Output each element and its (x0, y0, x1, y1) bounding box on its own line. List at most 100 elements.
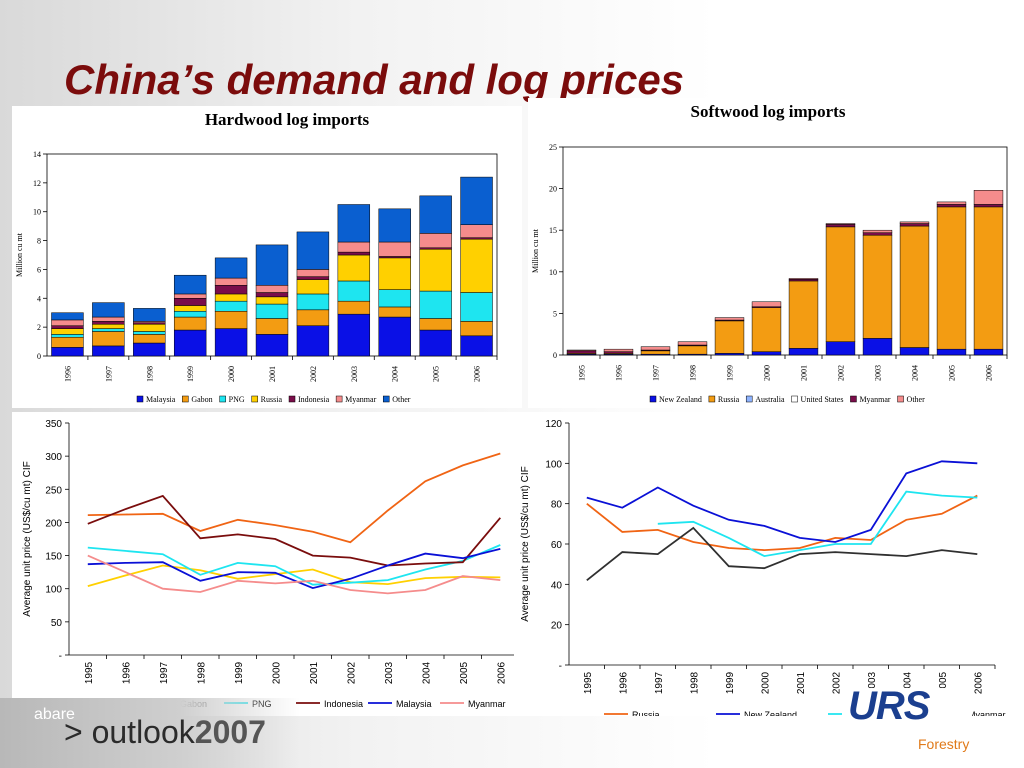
bar-other-2000 (214, 257, 248, 279)
x-tick-label: 1995 (583, 671, 594, 694)
legend-swatch-indonesia (288, 395, 296, 403)
x-tick-label: 2000 (760, 671, 771, 694)
legend-label-other: Other (907, 395, 926, 404)
bar-russia-2001 (255, 296, 289, 305)
x-tick-label: 2003 (384, 661, 395, 684)
bar-myanmar-2004 (378, 241, 411, 257)
bar-other-2004 (899, 221, 930, 224)
bar-other-2002 (825, 223, 856, 225)
legend-swatch-australia (745, 395, 753, 403)
bar-other-1998 (677, 341, 708, 346)
bar-indonesia-2000 (214, 285, 248, 295)
bar-gabon-2006 (460, 321, 493, 337)
legend-label-russia: Russia (718, 395, 740, 404)
bar-other-2006 (460, 176, 493, 225)
x-tick-label: 2005 (948, 365, 957, 381)
bar-other-1996 (603, 348, 634, 352)
y-tick-label: 300 (45, 452, 62, 463)
bar-indonesia-1996 (51, 325, 84, 329)
bar-malaysia-2000 (214, 328, 248, 357)
y-tick-label: 14 (33, 150, 41, 159)
bar-russia-2003 (862, 234, 893, 339)
legend-swatch-other (382, 395, 390, 403)
x-tick-label: 1998 (145, 366, 154, 382)
bar-russia-2000 (751, 307, 782, 352)
bar-other-2003 (337, 204, 371, 243)
x-tick-label: 2005 (938, 671, 949, 694)
x-tick-label: 2003 (867, 671, 878, 694)
bar-russia-2000 (214, 293, 248, 302)
bar-new-zealand-2001 (788, 348, 819, 356)
bar-new-zealand-2003 (862, 338, 893, 356)
urs-logo-box (842, 688, 972, 756)
bar-myanmar-2002 (296, 269, 330, 277)
x-tick-label: 2001 (268, 366, 277, 382)
softwood-prices-svg: - 20 40 60 80 100 120 Average unit price (US$/c… (520, 419, 1006, 716)
line-myanmar (586, 526, 978, 582)
outlook-logo: > outlook2007 (64, 714, 266, 751)
bar-other-2001 (788, 278, 819, 280)
bar-other-2005 (936, 201, 967, 205)
x-tick-label: 2003 (350, 366, 359, 382)
bar-other-1999 (173, 274, 207, 295)
y-tick-label: 80 (551, 500, 563, 511)
x-tick-label: 2006 (985, 365, 994, 381)
bar-indonesia-1999 (173, 298, 207, 306)
urs-logo-subtitle: Forestry (918, 736, 970, 752)
legend-swatch-png (219, 395, 226, 403)
legend-swatch-new-zealand (649, 395, 657, 403)
bar-myanmar-1999 (173, 293, 207, 299)
x-tick-label: 2000 (227, 366, 236, 382)
bar-new-zealand-2002 (825, 341, 856, 356)
legend-label-png: PNG (229, 395, 245, 404)
y-tick-label: 5 (553, 309, 557, 318)
y-tick-label: 20 (551, 621, 563, 632)
x-tick-label: 2005 (432, 366, 441, 382)
y-tick-label: 100 (545, 459, 562, 470)
bar-malaysia-2006 (460, 335, 493, 357)
outlook-prefix: > outlook (64, 714, 195, 750)
x-tick-label: 2000 (271, 661, 282, 684)
bar-russia-2005 (936, 206, 967, 350)
bar-other-2005 (419, 195, 452, 234)
bar-russia-2002 (825, 226, 856, 342)
bar-other-1995 (566, 349, 597, 352)
line-australia (657, 490, 978, 558)
y-tick-label: 50 (51, 618, 63, 629)
y-axis-label: Million cu mt (15, 232, 24, 277)
bar-png-2006 (460, 292, 493, 322)
bar-malaysia-2002 (296, 325, 330, 357)
legend-label-new-zealand: New Zealand (744, 710, 797, 716)
bar-malaysia-1998 (133, 342, 166, 357)
bar-malaysia-2005 (419, 329, 452, 357)
y-tick-label: 200 (45, 518, 62, 529)
bar-russia-1998 (677, 345, 708, 355)
bar-myanmar-1996 (51, 319, 84, 326)
y-tick-label: 15 (549, 226, 557, 235)
y-tick-label: 6 (37, 265, 41, 274)
bar-png-2004 (378, 289, 411, 308)
x-tick-label: 2004 (421, 661, 432, 684)
bar-png-2001 (255, 303, 289, 319)
softwood-prices-chart: - 20 40 60 80 100 120 Average unit price (US$/c… (514, 412, 1014, 716)
hardwood-imports-chart: Hardwood log imports 0 2 4 6 8 10 12 14 Million c… (12, 106, 522, 408)
bar-myanmar-2004 (899, 223, 930, 227)
y-tick-label: 20 (549, 185, 557, 194)
x-tick-label: 2004 (391, 366, 400, 382)
bar-png-1996 (51, 334, 84, 338)
line-png (87, 544, 501, 586)
bar-png-1999 (173, 311, 207, 318)
bar-russia-1996 (51, 328, 84, 335)
plot-area (562, 146, 1008, 356)
y-tick-label: 4 (37, 294, 41, 303)
x-tick-label: 1996 (618, 671, 629, 694)
bar-russia-1997 (92, 324, 125, 329)
x-tick-label: 1997 (159, 661, 170, 684)
legend-label-gabon: Gabon (191, 395, 212, 404)
bar-gabon-1999 (173, 316, 207, 331)
bar-russia-2006 (460, 238, 493, 293)
line-malaysia (87, 548, 501, 590)
legend-label-other: Other (392, 395, 411, 404)
softwood-imports-chart: Softwood log imports 0 5 10 15 20 25 Million cu… (528, 98, 1014, 408)
bar-russia-2006 (973, 206, 1004, 350)
